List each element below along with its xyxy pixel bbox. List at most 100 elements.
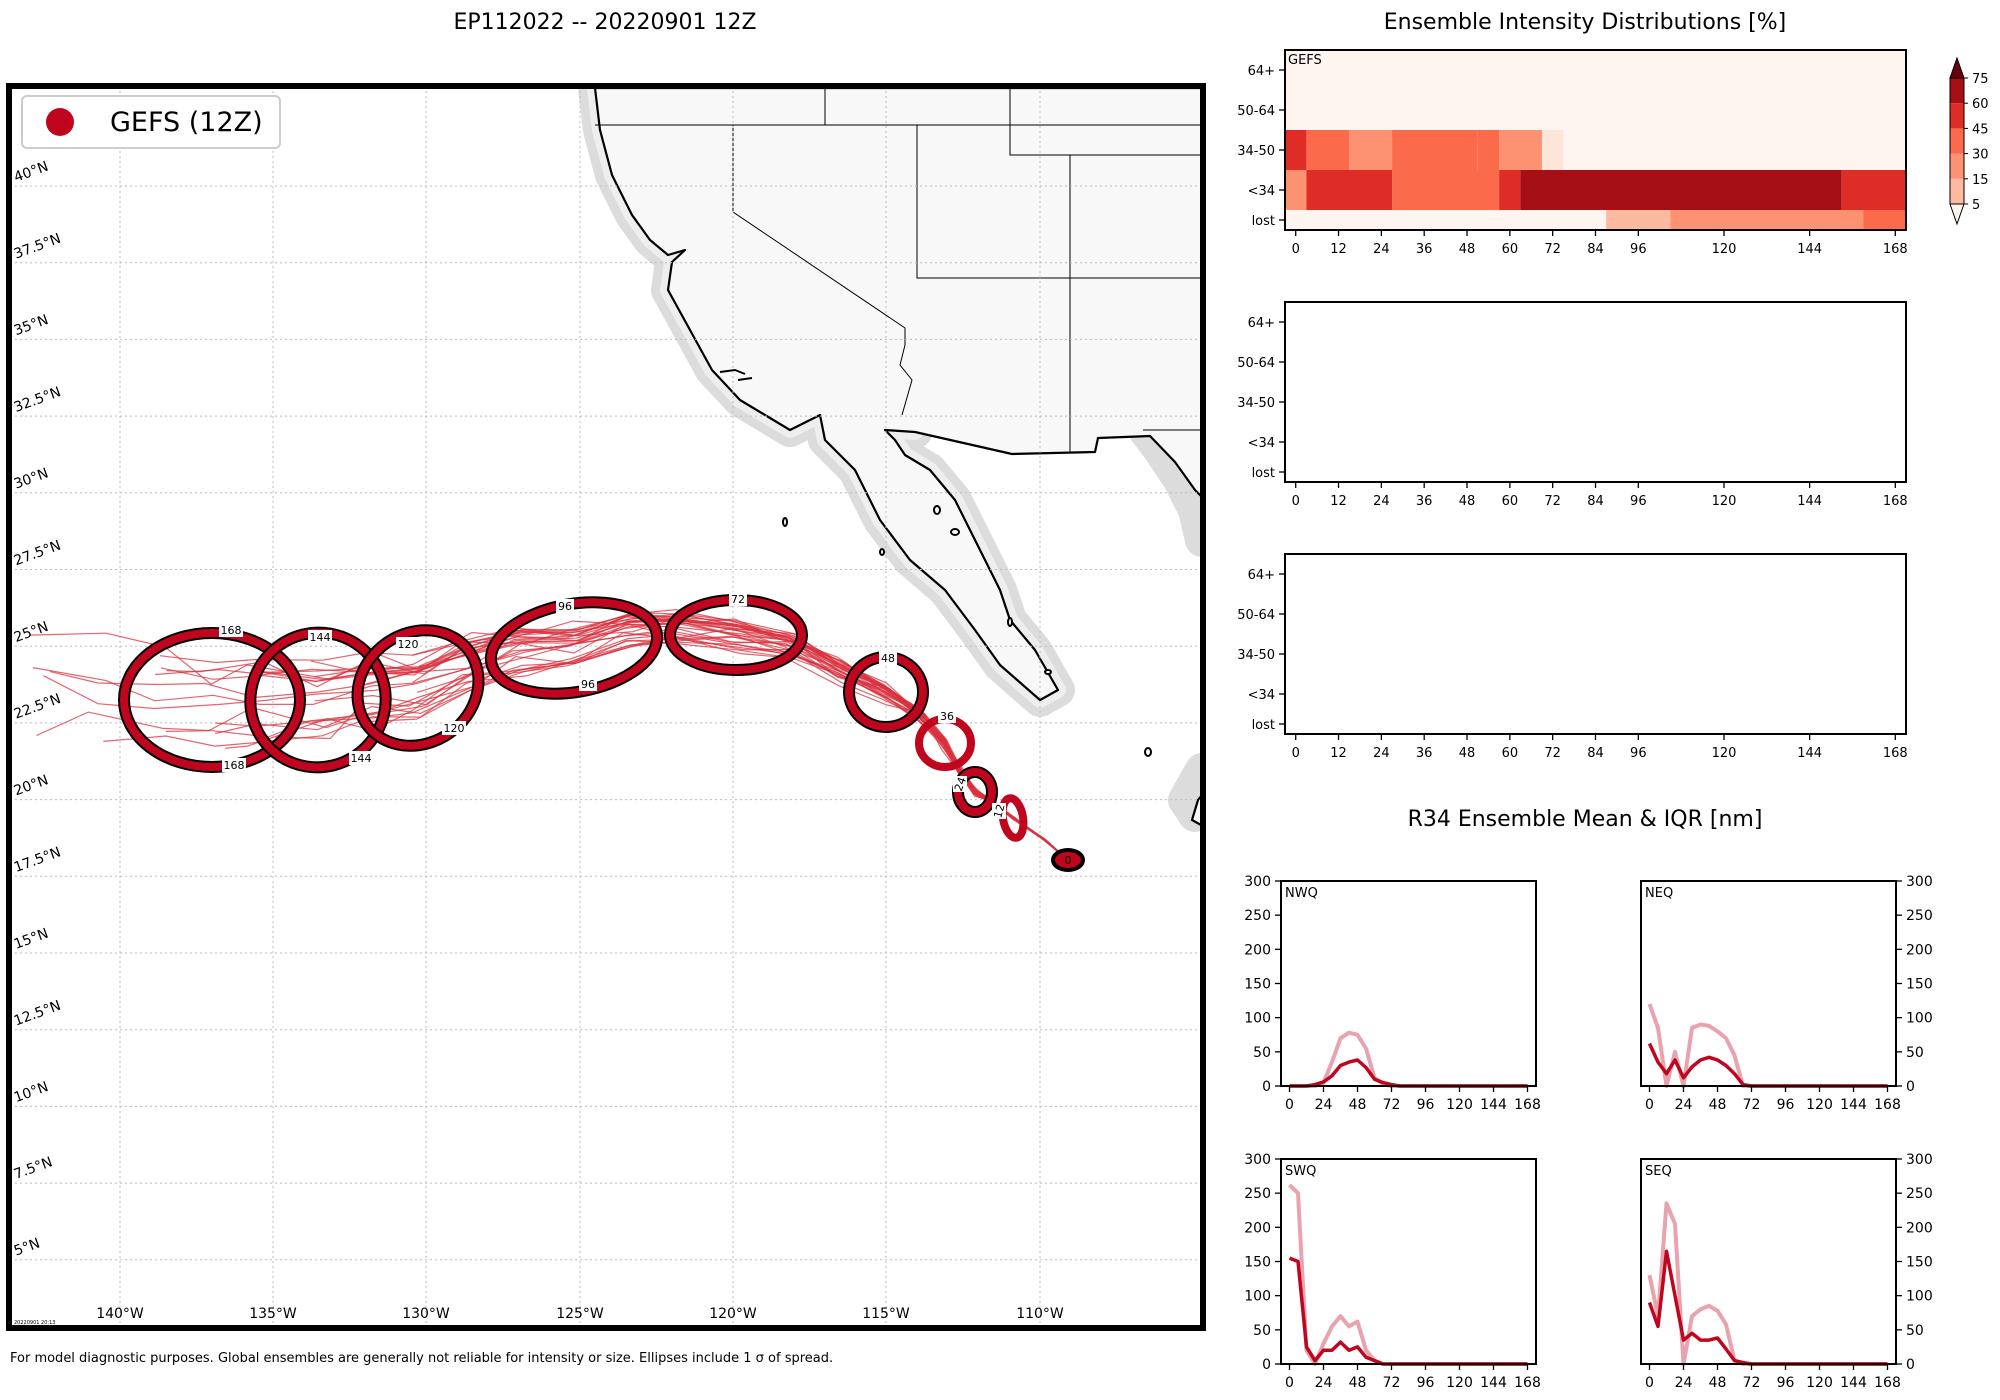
colorbar-segment xyxy=(1950,103,1964,129)
y-tick-label: 150 xyxy=(1906,1255,1933,1271)
ellipse-hour-labels: 168 168 144 144 120 120 96 96 72 48 36 2… xyxy=(219,592,1072,867)
intensity-title: Ensemble Intensity Distributions [%] xyxy=(1384,10,1787,35)
y-tick-label: 300 xyxy=(1906,1152,1933,1168)
x-tick-label: 96 xyxy=(1630,494,1647,509)
svg-text:96: 96 xyxy=(558,600,572,613)
row-label: 50-64 xyxy=(1237,104,1275,119)
y-tick-label: 300 xyxy=(1244,874,1271,890)
svg-text:168: 168 xyxy=(221,624,242,637)
panel-frame xyxy=(1284,301,1907,483)
heatmap-cell xyxy=(1392,130,1414,170)
x-tick-label: 24 xyxy=(1315,1375,1333,1391)
y-tick-label: 150 xyxy=(1244,977,1271,993)
x-tick-label: 144 xyxy=(1480,1097,1507,1113)
svg-text:120: 120 xyxy=(398,638,419,651)
x-tick-label: 48 xyxy=(1349,1097,1367,1113)
heatmap-cell xyxy=(1306,130,1350,170)
x-tick-label: 96 xyxy=(1417,1097,1435,1113)
intensity-colorbar: 5 15 30 45 60 75 xyxy=(1949,56,1989,226)
x-tick-label: 168 xyxy=(1874,1375,1901,1391)
label-36: 36 xyxy=(938,709,956,723)
x-tick-label: 168 xyxy=(1874,1097,1901,1113)
svg-text:168: 168 xyxy=(224,759,245,772)
legend-label: GEFS (12Z) xyxy=(110,107,263,138)
panel-tag: NEQ xyxy=(1645,886,1673,901)
label-48: 48 xyxy=(879,651,897,665)
y-tick-label: 0 xyxy=(1906,1079,1915,1095)
svg-text:48: 48 xyxy=(881,652,895,665)
row-label: <34 xyxy=(1248,184,1275,199)
x-tick-label: 36 xyxy=(1416,494,1433,509)
colorbar-label: 75 xyxy=(1972,72,1989,87)
x-tick-label: 84 xyxy=(1587,242,1604,257)
x-tick-label: 60 xyxy=(1502,746,1519,761)
legend-marker-icon xyxy=(46,108,74,136)
svg-text:144: 144 xyxy=(310,631,331,644)
intensity-panels: GEFS 64+ 50-64 34-50 <34 lost 0 12 24 36 48 60 72 84 9… xyxy=(1237,49,1908,761)
ellipse-168 xyxy=(118,627,306,773)
row-label: 50-64 xyxy=(1237,608,1275,623)
x-tick-label: 72 xyxy=(1383,1375,1401,1391)
label-72: 72 xyxy=(729,592,747,606)
heatmap-cell xyxy=(1285,170,1307,210)
row-label: 34-50 xyxy=(1237,648,1275,663)
label-120-top: 120 xyxy=(396,637,420,651)
x-tick-label: 96 xyxy=(1630,746,1647,761)
x-tick-label: 48 xyxy=(1459,494,1476,509)
heatmap-cell xyxy=(1349,130,1393,170)
intensity-panel-1: GEFS 64+ 50-64 34-50 <34 lost 0 12 24 36 48 60 72 84 9… xyxy=(1237,49,1908,257)
colorbar-segment xyxy=(1950,153,1964,179)
track-map: 168 168 144 144 120 120 96 96 72 48 36 2… xyxy=(6,83,1206,1331)
x-tick-label: 72 xyxy=(1544,242,1561,257)
x-tick-label: 168 xyxy=(1883,746,1908,761)
x-tick-label: 0 xyxy=(1292,494,1300,509)
heatmap-cell xyxy=(1477,130,1500,170)
y-tick-label: 200 xyxy=(1244,1220,1271,1236)
x-tick-label: 72 xyxy=(1743,1097,1761,1113)
heatmap-cell xyxy=(1841,170,1906,210)
x-tick-label: 144 xyxy=(1840,1097,1867,1113)
colorbar-label: 15 xyxy=(1972,173,1989,188)
y-tick-label: 200 xyxy=(1906,1220,1933,1236)
x-tick-label: 24 xyxy=(1315,1097,1333,1113)
footer-note: For model diagnostic purposes. Global en… xyxy=(10,1351,833,1366)
r34-panel-seq: SEQ 0 50 100 150 200 250 300 0 24 48 72 96 120 144 168 xyxy=(1640,1152,1933,1391)
svg-text:120: 120 xyxy=(444,722,465,735)
x-tick-label: 60 xyxy=(1502,494,1519,509)
x-tick-label: 36 xyxy=(1416,242,1433,257)
x-tick-label: 0 xyxy=(1285,1097,1294,1113)
x-tick-label: 144 xyxy=(1480,1375,1507,1391)
y-tick-label: 300 xyxy=(1906,874,1933,890)
ellipse-12 xyxy=(998,794,1028,842)
x-tick-label: 144 xyxy=(1797,494,1822,509)
panel-frame xyxy=(1284,553,1907,735)
x-tick-label: 24 xyxy=(1373,746,1390,761)
longitude-labels: 140°W 135°W 130°W 125°W 120°W 115°W 110°W xyxy=(96,1306,1064,1322)
heatmap-cell xyxy=(1499,170,1521,210)
row-label: <34 xyxy=(1248,436,1275,451)
x-tick-label: 48 xyxy=(1349,1375,1367,1391)
x-tick-label: 72 xyxy=(1743,1375,1761,1391)
longitude-label: 130°W xyxy=(402,1306,450,1322)
x-tick-label: 168 xyxy=(1514,1375,1541,1391)
colorbar-label: 60 xyxy=(1972,97,1989,112)
map-title: EP112022 -- 20220901 12Z xyxy=(453,10,756,35)
heatmap-cell xyxy=(1306,170,1393,210)
x-tick-label: 48 xyxy=(1459,746,1476,761)
row-label: 34-50 xyxy=(1237,396,1275,411)
x-tick-label: 144 xyxy=(1797,242,1822,257)
r34-panel-swq: SWQ 0 50 100 150 200 250 300 0 24 48 72 96 120 144 168 xyxy=(1244,1152,1541,1391)
map-timestamp: 20220901 20:13 xyxy=(14,1320,55,1326)
y-tick-label: 50 xyxy=(1253,1323,1271,1339)
x-tick-label: 84 xyxy=(1587,746,1604,761)
x-tick-label: 60 xyxy=(1502,242,1519,257)
x-tick-label: 168 xyxy=(1514,1097,1541,1113)
x-tick-label: 48 xyxy=(1709,1375,1727,1391)
row-label: 64+ xyxy=(1248,64,1275,79)
mean-line xyxy=(1288,1256,1528,1366)
longitude-label: 125°W xyxy=(556,1306,604,1322)
heatmap-cell xyxy=(1413,130,1478,170)
heatmap-cell xyxy=(1392,170,1500,210)
x-tick-label: 144 xyxy=(1840,1375,1867,1391)
